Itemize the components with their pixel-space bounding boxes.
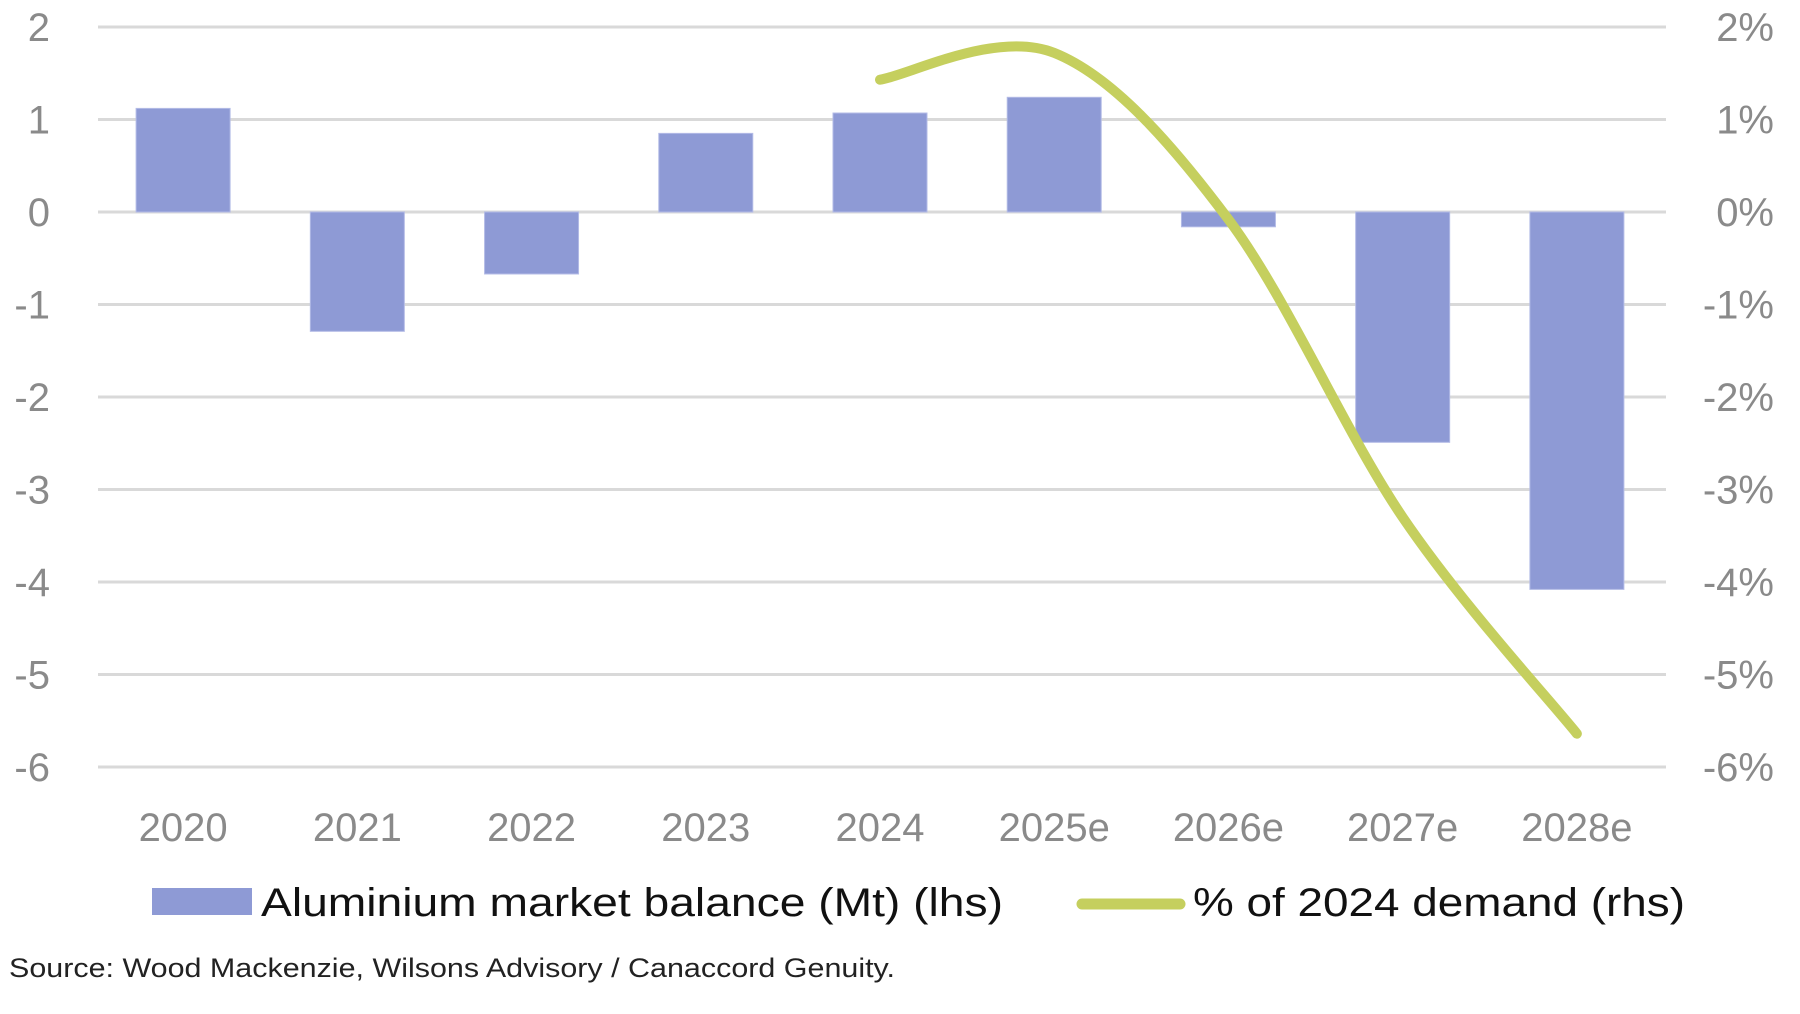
legend: Aluminium market balance (Mt) (lhs) % of… [152,881,1685,925]
bar-series [135,96,1625,590]
legend-label-line: % of 2024 demand (rhs) [1193,881,1685,925]
demand-line [875,41,1582,739]
left-tick-label: -1 [14,284,50,328]
category-label: 2025e [999,806,1110,850]
bar-2022 [484,211,580,275]
bar-2020 [135,107,231,213]
right-tick-label: 2% [1716,6,1774,50]
left-tick-label: -3 [14,469,50,513]
right-tick-label: 1% [1716,99,1774,143]
right-tick-label: -2% [1703,376,1774,420]
category-axis-labels: 2020 2021 2022 2023 2024 2025e 2026e 2027e 2028e [139,806,1633,850]
category-label: 2027e [1347,806,1458,850]
category-label: 2026e [1173,806,1284,850]
bar-2025e [1006,96,1102,213]
bar-2024 [832,112,928,213]
bar-2021 [309,211,405,332]
left-tick-label: -4 [14,561,50,605]
right-tick-label: 0% [1716,191,1774,235]
legend-bar-swatch [152,888,252,915]
right-tick-label: -4% [1703,561,1774,605]
category-label: 2023 [661,806,750,850]
bar-2023 [658,132,754,213]
right-tick-label: -1% [1703,284,1774,328]
category-label: 2024 [836,806,925,850]
right-tick-label: -5% [1703,654,1774,698]
category-label: 2028e [1521,806,1632,850]
left-axis-ticks: 2 1 0 -1 -2 -3 -4 -5 -6 [14,6,50,790]
left-tick-label: -6 [14,746,50,790]
right-tick-label: -6% [1703,746,1774,790]
line-series [875,41,1582,739]
left-tick-label: 2 [28,6,50,50]
source-note: Source: Wood Mackenzie, Wilsons Advisory… [9,953,895,983]
left-tick-label: 1 [28,99,50,143]
bar-2028e [1529,211,1625,590]
left-tick-label: -2 [14,376,50,420]
legend-label-bar: Aluminium market balance (Mt) (lhs) [261,881,1003,925]
right-axis-ticks: 2% 1% 0% -1% -2% -3% -4% -5% -6% [1703,6,1774,790]
category-label: 2022 [487,806,576,850]
category-label: 2020 [139,806,228,850]
right-tick-label: -3% [1703,469,1774,513]
left-tick-label: 0 [28,191,50,235]
category-label: 2021 [313,806,402,850]
left-tick-label: -5 [14,654,50,698]
bar-2027e [1355,211,1451,443]
